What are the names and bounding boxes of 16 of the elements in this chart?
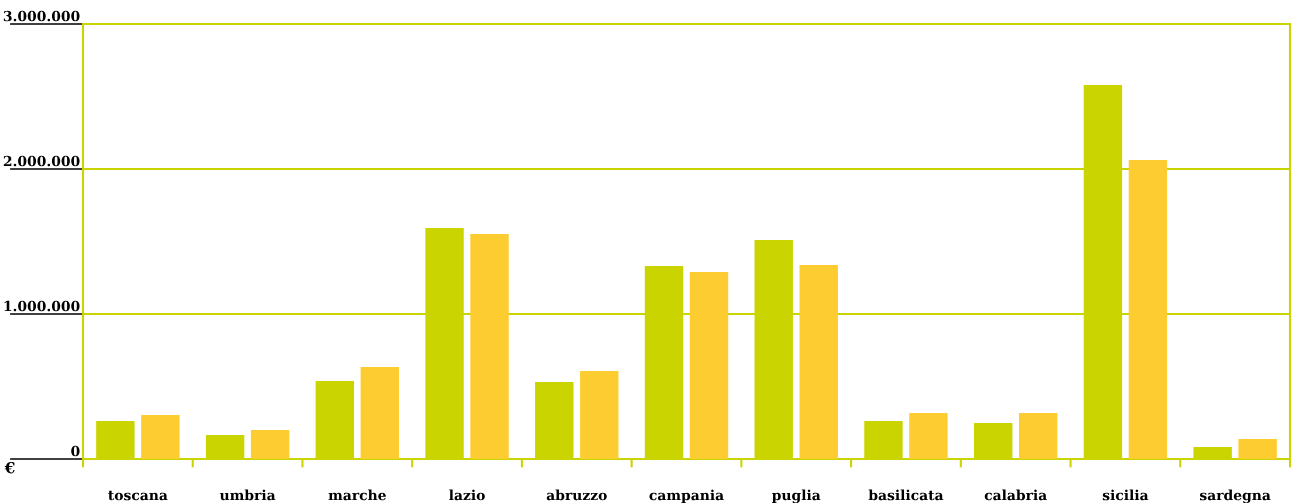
y-tick-label: 1.000.000 bbox=[4, 300, 80, 312]
y-tick-label: 3.000.000 bbox=[3, 10, 80, 22]
x-tick-label: marche bbox=[328, 489, 386, 501]
x-tick-label: campania bbox=[649, 489, 724, 503]
x-tick-label: toscana bbox=[108, 490, 168, 501]
y-axis-title: € bbox=[4, 461, 15, 474]
x-tick-label: basilicata bbox=[868, 489, 944, 501]
y-tick-label: 2.000.000 bbox=[3, 155, 80, 167]
x-tick-label: umbria bbox=[219, 489, 276, 501]
x-tick-label: lazio bbox=[449, 489, 485, 501]
x-tick-label: sicilia bbox=[1102, 489, 1149, 501]
y-tick-label: 0 bbox=[71, 445, 80, 457]
x-tick-label: sardegna bbox=[1199, 489, 1271, 503]
x-tick-label: abruzzo bbox=[546, 489, 607, 501]
x-tick-label: puglia bbox=[772, 489, 821, 503]
x-tick-label: calabria bbox=[984, 489, 1047, 501]
